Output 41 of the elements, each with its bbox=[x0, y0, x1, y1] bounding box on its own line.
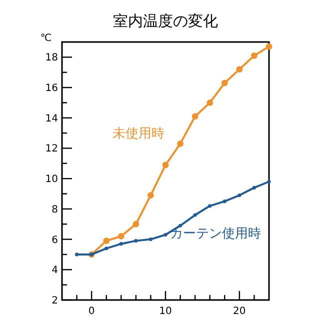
y-tick-label: 12 bbox=[45, 144, 58, 155]
point bbox=[104, 246, 108, 250]
point bbox=[118, 233, 124, 240]
series-label: カーテン使用時 bbox=[170, 226, 261, 242]
y-tick-label: 18 bbox=[45, 52, 58, 64]
y-axis-title: ℃ bbox=[40, 33, 52, 44]
point bbox=[238, 193, 242, 198]
point bbox=[134, 239, 138, 243]
y-tick-label: 8 bbox=[52, 204, 58, 216]
point bbox=[222, 200, 226, 204]
y-tick-label: 10 bbox=[45, 174, 58, 186]
point bbox=[206, 100, 214, 106]
point bbox=[193, 213, 197, 217]
point bbox=[178, 224, 182, 228]
y-tick-label: 16 bbox=[45, 83, 58, 94]
point bbox=[252, 186, 256, 190]
point bbox=[208, 204, 212, 208]
point bbox=[221, 80, 228, 86]
point bbox=[192, 113, 198, 120]
point bbox=[251, 52, 258, 59]
x-tick-label: 20 bbox=[233, 306, 246, 317]
point bbox=[148, 192, 154, 198]
point bbox=[177, 140, 184, 147]
point bbox=[266, 43, 272, 50]
x-tick-label: 10 bbox=[159, 306, 172, 317]
point bbox=[132, 220, 140, 228]
point bbox=[119, 242, 123, 246]
point bbox=[236, 66, 243, 73]
point bbox=[267, 180, 271, 184]
y-tick-label: 4 bbox=[52, 265, 58, 276]
series-label: 未使用時 bbox=[112, 126, 164, 142]
x-tick-label: 0 bbox=[88, 306, 95, 317]
chart-title: 室内温度の変化 bbox=[113, 12, 218, 30]
point bbox=[148, 237, 153, 242]
y-tick-label: 6 bbox=[52, 234, 58, 246]
y-tick-label: 2 bbox=[52, 296, 58, 306]
point bbox=[74, 252, 79, 256]
point bbox=[162, 162, 169, 168]
point bbox=[164, 232, 168, 237]
point bbox=[103, 238, 110, 244]
y-tick-label: 14 bbox=[45, 113, 58, 124]
